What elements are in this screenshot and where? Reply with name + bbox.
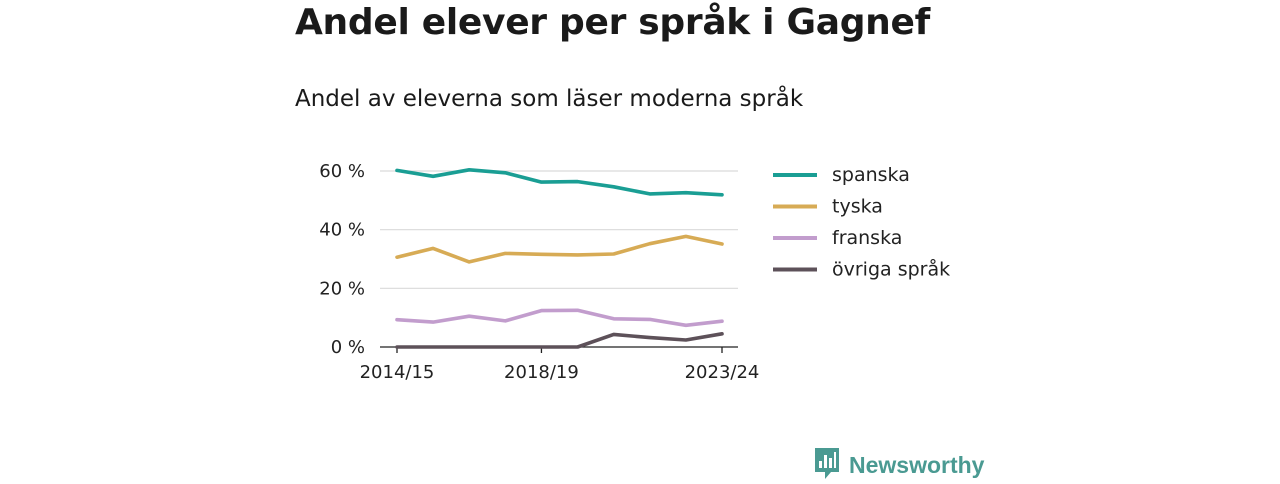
y-tick-label: 0 % [331,337,365,358]
y-tick-label: 20 % [319,278,365,299]
newsworthy-icon [813,446,841,484]
series-line-spanska [395,168,724,197]
y-tick-label: 60 % [319,161,365,182]
legend-label: spanska [832,164,910,186]
x-tick-label: 2018/19 [504,362,579,383]
legend-label: franska [832,227,902,249]
series-line-tyska [395,234,724,264]
legend-label: tyska [832,196,883,218]
chart-subtitle: Andel av eleverna som läser moderna språ… [295,86,804,112]
chart-title: Andel elever per språk i Gagnef [295,2,930,43]
x-tick-label: 2014/15 [360,362,435,383]
x-tick-label: 2023/24 [685,362,760,383]
series-line-franska [395,308,724,328]
y-tick-label: 40 % [319,220,365,241]
newsworthy-logo: Newsworthy [813,446,984,484]
legend-label: övriga språk [832,258,950,281]
line-chart: 0 % 20 % 40 % 60 % 2014/15 2018/19 2023/24 span… [319,161,950,383]
series-line-övriga-språk [395,331,724,349]
brand-name: Newsworthy [849,451,985,478]
